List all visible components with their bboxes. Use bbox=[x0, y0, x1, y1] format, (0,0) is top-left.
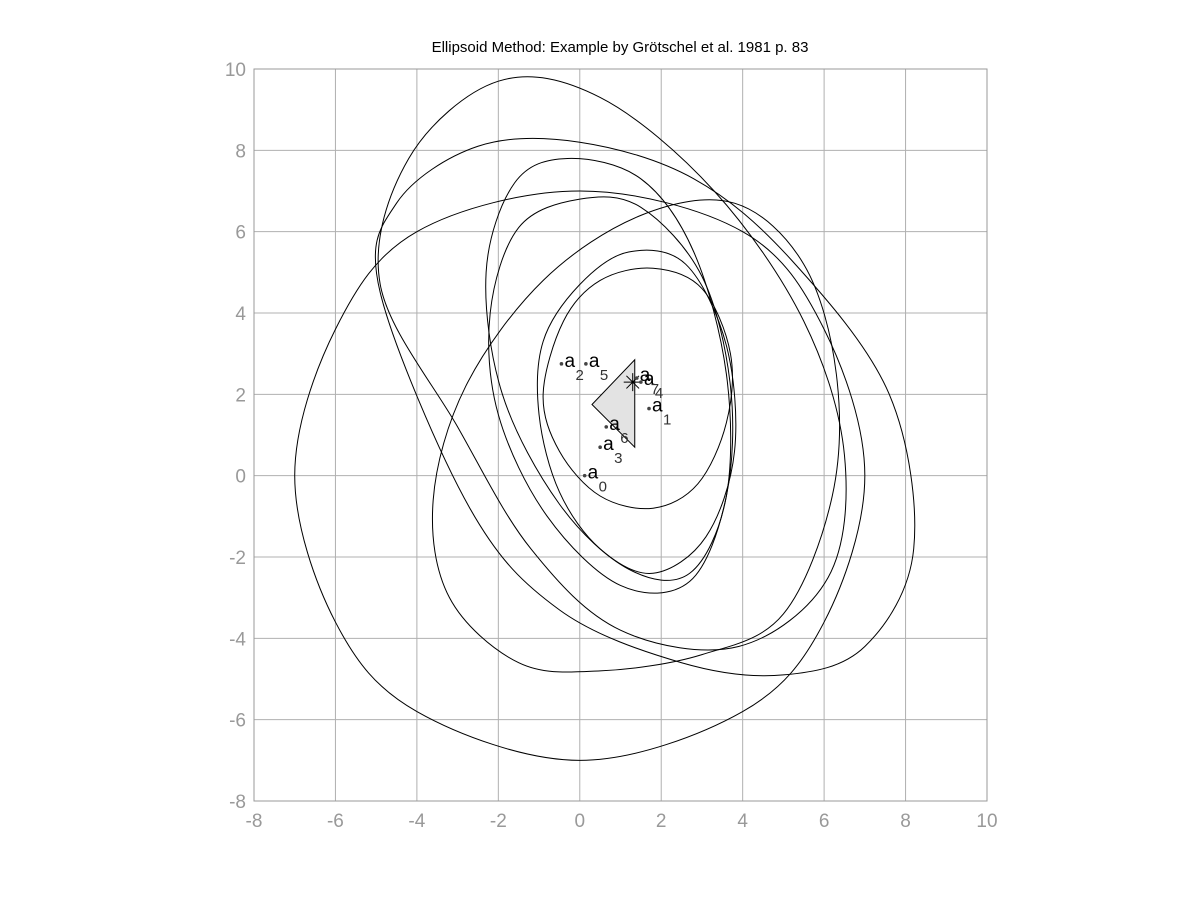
x-tick-label-4: 0 bbox=[574, 811, 585, 832]
point-label-a7: a bbox=[640, 365, 651, 386]
ellipse-1 bbox=[377, 76, 847, 651]
x-tick-label-0: -8 bbox=[246, 811, 263, 832]
point-sub-a5: 5 bbox=[600, 367, 608, 384]
point-label-a2: a bbox=[564, 351, 575, 372]
chart-title: Ellipsoid Method: Example by Grötschel e… bbox=[432, 39, 809, 56]
point-label-a3: a bbox=[603, 434, 614, 455]
y-tick-label-5: 2 bbox=[235, 385, 246, 406]
ellipse-0 bbox=[294, 190, 866, 761]
x-tick-label-8: 8 bbox=[900, 811, 911, 832]
y-tick-label-6: 4 bbox=[235, 304, 246, 325]
y-tick-label-1: -6 bbox=[229, 711, 246, 732]
point-label-a4: a bbox=[644, 369, 655, 390]
point-sub-a6: 6 bbox=[620, 430, 628, 447]
ellipse-2 bbox=[374, 137, 916, 677]
ellipse-5 bbox=[488, 196, 734, 594]
point-sub-a3: 3 bbox=[614, 450, 622, 467]
y-tick-label-9: 10 bbox=[225, 60, 246, 81]
y-tick-label-8: 8 bbox=[235, 141, 246, 162]
point-sub-a2: 2 bbox=[575, 367, 583, 384]
point-label-a6: a bbox=[609, 414, 620, 435]
plot-frame bbox=[253, 68, 988, 802]
x-tick-label-9: 10 bbox=[976, 811, 997, 832]
ellipse-6 bbox=[536, 249, 737, 574]
polytope-triangle bbox=[591, 358, 636, 449]
x-tick-label-2: -4 bbox=[408, 811, 425, 832]
polytope-layer bbox=[591, 358, 636, 449]
point-label-a5: a bbox=[589, 351, 600, 372]
point-a6 bbox=[604, 425, 609, 429]
point-a5 bbox=[584, 362, 588, 366]
point-a2 bbox=[559, 362, 564, 366]
ellipse-4 bbox=[485, 157, 732, 581]
point-a0 bbox=[582, 473, 587, 478]
point-sub-a1: 1 bbox=[663, 412, 671, 429]
x-tick-label-7: 6 bbox=[819, 811, 830, 832]
x-tick-label-3: -2 bbox=[490, 811, 507, 832]
point-a1 bbox=[647, 406, 651, 411]
point-sub-a4: 4 bbox=[655, 385, 663, 402]
point-a3 bbox=[598, 445, 602, 450]
y-tick-label-2: -4 bbox=[229, 629, 246, 650]
point-a4 bbox=[639, 380, 643, 384]
point-a7 bbox=[634, 376, 639, 380]
x-tick-label-6: 4 bbox=[737, 811, 748, 832]
y-tick-label-7: 6 bbox=[235, 223, 246, 244]
ellipse-7 bbox=[542, 267, 733, 510]
point-label-a1: a bbox=[652, 396, 663, 417]
ellipse-3 bbox=[431, 199, 840, 673]
y-tick-label-0: -8 bbox=[229, 792, 246, 813]
y-tick-label-3: -2 bbox=[229, 548, 246, 569]
x-tick-label-5: 2 bbox=[656, 811, 667, 832]
y-tick-label-4: 0 bbox=[235, 467, 246, 488]
point-sub-a7: 7 bbox=[651, 381, 659, 398]
point-label-a0: a bbox=[588, 463, 599, 484]
x-tick-label-1: -6 bbox=[327, 811, 344, 832]
point-sub-a0: 0 bbox=[599, 479, 607, 496]
ellipse-layer bbox=[294, 76, 916, 761]
plot-background bbox=[254, 69, 987, 801]
